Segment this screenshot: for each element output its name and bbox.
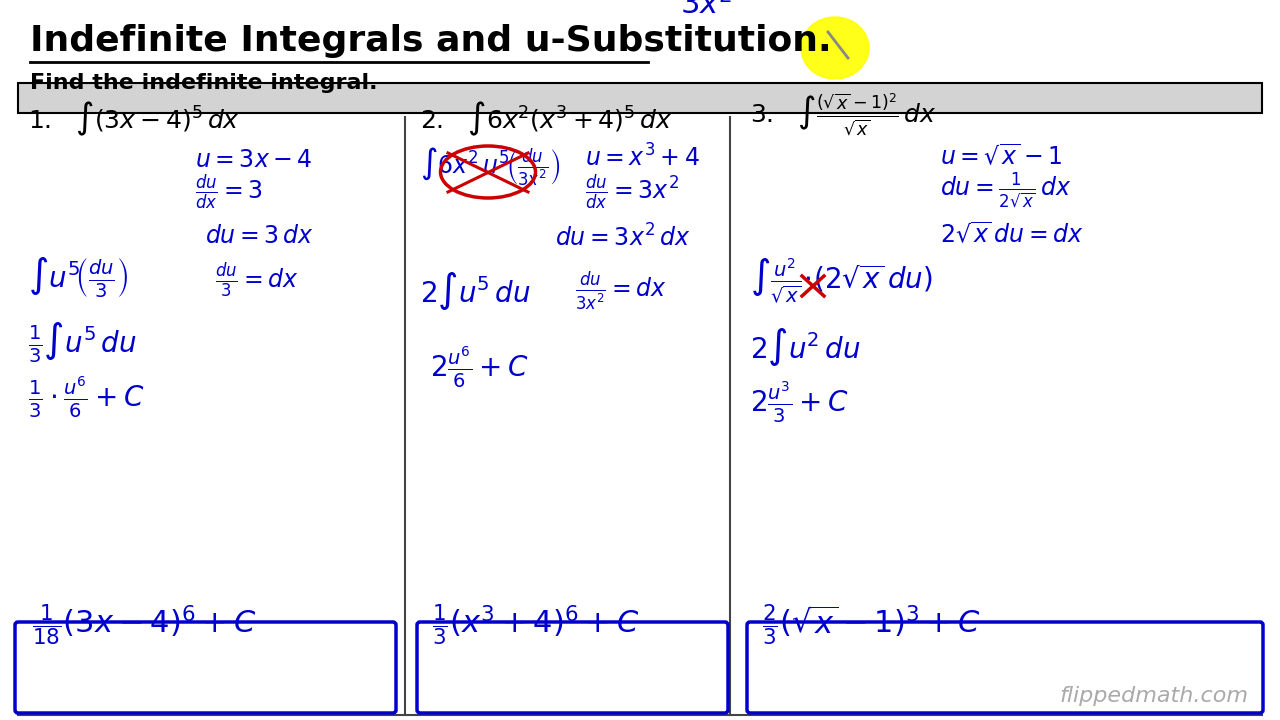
Text: $2\int u^2\,du$: $2\int u^2\,du$: [750, 326, 860, 368]
Text: $\frac{1}{3}\int u^5\,du$: $\frac{1}{3}\int u^5\,du$: [28, 320, 137, 365]
Text: $2\int u^5\,du$: $2\int u^5\,du$: [420, 270, 531, 312]
Text: $du = \frac{1}{2\sqrt{x}}\,dx$: $du = \frac{1}{2\sqrt{x}}\,dx$: [940, 170, 1071, 210]
FancyBboxPatch shape: [748, 622, 1263, 713]
Text: $du = 3\,dx$: $du = 3\,dx$: [205, 224, 314, 248]
FancyBboxPatch shape: [15, 622, 396, 713]
FancyBboxPatch shape: [18, 83, 1262, 113]
Text: $\int 6x^2\, u^5\!\left(\frac{du}{3x^2}\right)$: $\int 6x^2\, u^5\!\left(\frac{du}{3x^2}\…: [420, 145, 561, 188]
Text: 2.   $\int 6x^2(x^3+4)^5\,dx$: 2. $\int 6x^2(x^3+4)^5\,dx$: [420, 100, 673, 138]
Text: $du = 3x^2\,dx$: $du = 3x^2\,dx$: [556, 225, 690, 252]
Text: $u = x^3+4$: $u = x^3+4$: [585, 145, 700, 172]
Text: $\frac{du}{dx} = 3x^2$: $\frac{du}{dx} = 3x^2$: [585, 173, 678, 212]
Text: $2\sqrt{x}\,du = dx$: $2\sqrt{x}\,du = dx$: [940, 222, 1084, 248]
Text: 1.   $\int(3x - 4)^5\,dx$: 1. $\int(3x - 4)^5\,dx$: [28, 100, 239, 138]
Text: $2\frac{u^6}{6} + C$: $2\frac{u^6}{6} + C$: [430, 344, 529, 390]
Text: $\frac{1}{3}\cdot\frac{u^6}{6} + C$: $\frac{1}{3}\cdot\frac{u^6}{6} + C$: [28, 374, 145, 420]
Text: $\int \frac{u^2}{\sqrt{x}}\!\cdot\!(2\sqrt{x}\,du)$: $\int \frac{u^2}{\sqrt{x}}\!\cdot\!(2\sq…: [750, 256, 933, 305]
Text: Find the indefinite integral.: Find the indefinite integral.: [29, 73, 378, 93]
Text: $\frac{2}{3}(\sqrt{x}-1)^3 + C$: $\frac{2}{3}(\sqrt{x}-1)^3 + C$: [762, 603, 980, 648]
Text: $\frac{du}{3x^2} = dx$: $\frac{du}{3x^2} = dx$: [575, 270, 667, 312]
Text: $\frac{1}{18}(3x-4)^6 + C$: $\frac{1}{18}(3x-4)^6 + C$: [32, 603, 256, 648]
FancyBboxPatch shape: [417, 622, 728, 713]
Text: $2\frac{u^3}{3} + C$: $2\frac{u^3}{3} + C$: [750, 379, 849, 425]
Text: $\frac{du}{dx} = 3$: $\frac{du}{dx} = 3$: [195, 173, 264, 212]
Text: $\int u^5\!\left(\frac{du}{3}\right)$: $\int u^5\!\left(\frac{du}{3}\right)$: [28, 255, 128, 300]
Text: flippedmath.com: flippedmath.com: [1059, 686, 1248, 706]
Text: $\frac{du}{3} = dx$: $\frac{du}{3} = dx$: [215, 261, 300, 300]
Text: $u = \sqrt{x}-1$: $u = \sqrt{x}-1$: [940, 144, 1062, 170]
Ellipse shape: [801, 17, 869, 79]
Text: $u = 3x-4$: $u = 3x-4$: [195, 148, 312, 172]
Text: $3x^2$: $3x^2$: [680, 0, 732, 20]
Text: 3.   $\int \frac{(\sqrt{x}-1)^2}{\sqrt{x}}\,dx$: 3. $\int \frac{(\sqrt{x}-1)^2}{\sqrt{x}}…: [750, 91, 937, 138]
Text: $\frac{1}{3}(x^3+4)^6 + C$: $\frac{1}{3}(x^3+4)^6 + C$: [433, 603, 639, 648]
Text: Indefinite Integrals and u-Substitution.: Indefinite Integrals and u-Substitution.: [29, 24, 832, 58]
